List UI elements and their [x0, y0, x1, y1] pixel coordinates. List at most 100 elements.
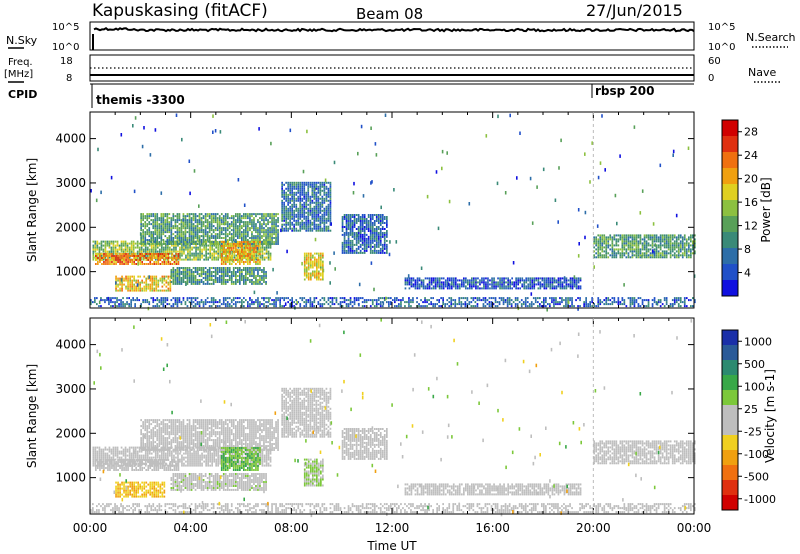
heatmap-cell [633, 250, 636, 253]
heatmap-cell [319, 219, 322, 222]
heatmap-cell [315, 181, 318, 184]
heatmap-cell [188, 227, 191, 230]
heatmap-cell [118, 303, 120, 306]
heatmap-cell [237, 229, 239, 232]
heatmap-cell [285, 213, 287, 216]
heatmap-cell [295, 185, 298, 188]
heatmap-cell [361, 216, 364, 218]
heatmap-cell [436, 279, 439, 282]
heatmap-cell [275, 233, 277, 236]
heatmap-cell [637, 244, 640, 247]
heatmap-cell [349, 301, 352, 304]
heatmap-cell [119, 255, 121, 257]
heatmap-cell [637, 254, 640, 257]
heatmap-cell [303, 215, 306, 218]
heatmap-cell [281, 189, 283, 192]
heatmap-cell [245, 277, 247, 279]
heatmap-cell [175, 253, 178, 255]
heatmap-cell [491, 287, 493, 290]
heatmap-cell [251, 244, 254, 247]
heatmap-cell [211, 248, 213, 251]
heatmap-cell [139, 281, 141, 284]
heatmap-cell [232, 269, 235, 271]
heatmap-cell [253, 255, 255, 257]
heatmap-cell [134, 299, 136, 302]
heatmap-cell [140, 243, 142, 245]
heatmap-cell [198, 267, 201, 269]
heatmap-cell [281, 205, 283, 208]
heatmap-cell [157, 279, 160, 282]
heatmap-cell [156, 235, 159, 238]
heatmap-cell [155, 281, 158, 284]
heatmap-cell [141, 287, 143, 290]
heatmap-cell [188, 279, 191, 281]
heatmap-cell [351, 228, 354, 230]
heatmap-cell [133, 279, 135, 282]
heatmap-cell [222, 282, 225, 285]
heatmap-cell [325, 211, 328, 214]
heatmap-cell [341, 230, 344, 232]
heatmap-cell [210, 213, 213, 216]
heatmap-cell [319, 303, 322, 306]
heatmap-cell [192, 273, 195, 275]
heatmap-cell [365, 249, 368, 252]
heatmap-cell [373, 214, 376, 216]
heatmap-cell [203, 244, 205, 247]
heatmap-cell [627, 248, 630, 251]
heatmap-cell [154, 219, 157, 222]
heatmap-cell [261, 246, 264, 249]
heatmap-cell [289, 217, 291, 220]
heatmap-cell [369, 247, 372, 250]
heatmap-cell [559, 283, 562, 286]
heatmap-cell [690, 250, 692, 253]
heatmap-cell [127, 279, 129, 282]
heatmap-cell [214, 273, 217, 275]
heatmap-cell [178, 275, 181, 277]
heatmap-cell [639, 252, 642, 255]
heatmap-cell [301, 189, 304, 192]
heatmap-cell [269, 227, 271, 230]
heatmap-cell [383, 299, 386, 302]
heatmap-cell [551, 277, 554, 280]
heatmap-cell [161, 248, 163, 251]
heatmap-cell [681, 246, 684, 249]
heatmap-cell [99, 253, 101, 255]
heatmap-cell [353, 216, 356, 218]
heatmap-cell [319, 207, 322, 210]
heatmap-cell [228, 239, 231, 241]
heatmap-cell [190, 227, 193, 230]
heatmap-cell [243, 279, 245, 281]
heatmap-cell [267, 246, 270, 249]
heatmap-cell [287, 301, 289, 304]
heatmap-cell [188, 223, 191, 226]
heatmap-cell [190, 233, 193, 236]
heatmap-cell [593, 242, 595, 245]
heatmap-cell [599, 244, 602, 247]
heatmap-cell [251, 269, 253, 271]
heatmap-cell [692, 244, 694, 247]
heatmap-cell [353, 243, 356, 246]
heatmap-cell [499, 287, 501, 290]
heatmap-cell [375, 214, 378, 216]
heatmap-cell [249, 297, 251, 300]
heatmap-cell [208, 213, 211, 216]
heatmap-cell [669, 242, 672, 245]
heatmap-cell [291, 189, 293, 192]
heatmap-cell [507, 277, 509, 280]
heatmap-cell [163, 277, 166, 280]
heatmap-cell [224, 255, 227, 257]
heatmap-cell [92, 252, 95, 255]
heatmap-cell [281, 187, 283, 190]
heatmap-cell [165, 244, 167, 247]
heatmap-cell [685, 242, 688, 245]
heatmap-cell [285, 207, 287, 210]
heatmap-cell [505, 285, 507, 288]
heatmap-cell [347, 233, 350, 236]
heatmap-cell [349, 239, 352, 242]
heatmap-cell [357, 247, 360, 250]
heatmap-cell [153, 275, 156, 278]
heatmap-cell [299, 187, 302, 190]
heatmap-cell [171, 259, 174, 261]
heatmap-cell [249, 223, 251, 226]
heatmap-cell [176, 275, 179, 277]
